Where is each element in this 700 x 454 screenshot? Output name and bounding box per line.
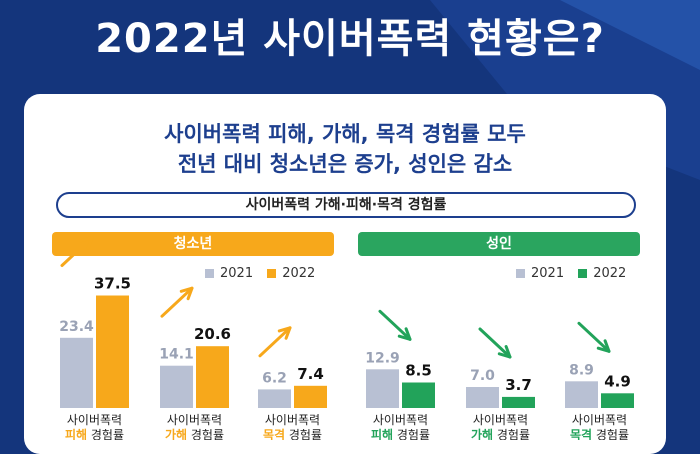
category-label-top: 사이버폭력 xyxy=(265,413,320,427)
category-label-accent: 목격 xyxy=(570,427,592,440)
category-label-rest: 경험률 xyxy=(285,428,322,440)
headline-line-2: 전년 대비 청소년은 증가, 성인은 감소 xyxy=(177,152,513,176)
data-label-2021: 7.0 xyxy=(470,368,495,384)
category-label-accent: 피해 xyxy=(65,427,87,440)
category-label-rest: 경험률 xyxy=(393,428,430,440)
bar-2021 xyxy=(160,365,193,408)
data-label-2022: 37.5 xyxy=(94,275,131,293)
category-label-accent: 피해 xyxy=(371,427,393,440)
category-label-accent: 가해 xyxy=(471,427,493,440)
category-label-top: 사이버폭력 xyxy=(473,413,528,427)
category-label-rest: 경험률 xyxy=(493,428,530,440)
category-label-top: 사이버폭력 xyxy=(67,413,122,427)
chart-subtitle: 사이버폭력 가해·피해·목격 경험률 xyxy=(56,192,636,218)
legend-adult: 2021 2022 xyxy=(506,266,626,281)
trend-arrowhead-icon xyxy=(79,236,94,250)
data-label-2021: 23.4 xyxy=(59,319,94,335)
legend-swatch-2022 xyxy=(578,269,588,278)
bar-2022 xyxy=(294,385,327,408)
category-label-top: 사이버폭력 xyxy=(167,413,222,427)
category-label-bottom: 피해 경험률 xyxy=(65,427,124,440)
category-label-rest: 경험률 xyxy=(592,428,629,440)
category-label-top: 사이버폭력 xyxy=(572,413,627,427)
category-label-bottom: 피해 경험률 xyxy=(371,427,430,440)
legend-swatch-2022 xyxy=(267,269,277,278)
legend-label-2022: 2022 xyxy=(593,266,627,281)
bar-2021 xyxy=(60,337,93,408)
category-label-bottom: 목격 경험률 xyxy=(570,427,629,440)
data-label-2021: 14.1 xyxy=(159,347,194,363)
group-header-teen: 청소년 xyxy=(52,232,334,256)
trend-arrowhead-icon xyxy=(179,286,194,301)
content-card xyxy=(24,94,666,454)
trend-arrow-down-icon xyxy=(478,327,512,359)
data-label-2022: 8.5 xyxy=(405,362,432,380)
page-title: 2022년 사이버폭력 현황은? xyxy=(95,16,605,62)
category-label-bottom: 가해 경험률 xyxy=(471,427,530,440)
bar-2021 xyxy=(466,387,499,408)
data-label-2022: 20.6 xyxy=(194,325,231,343)
legend-label-2021: 2021 xyxy=(220,266,254,281)
legend-label-2022: 2022 xyxy=(282,266,316,281)
bar-2022 xyxy=(402,382,435,408)
data-label-2021: 12.9 xyxy=(365,350,400,366)
bar-2021 xyxy=(565,381,598,408)
bar-2022 xyxy=(502,396,535,408)
legend-label-2021: 2021 xyxy=(531,266,565,281)
data-label-2022: 4.9 xyxy=(604,372,631,390)
category-label-rest: 경험률 xyxy=(87,428,124,440)
legend-swatch-2021 xyxy=(205,269,214,278)
category-label-bottom: 가해 경험률 xyxy=(165,427,224,440)
category-label-accent: 목격 xyxy=(263,427,285,440)
group-header-adult: 성인 xyxy=(358,232,640,256)
bar-2022 xyxy=(196,346,229,408)
trend-arrow-down-icon xyxy=(577,321,611,353)
legend-swatch-2021 xyxy=(516,269,525,278)
bar-2022 xyxy=(96,295,129,408)
headline-line-1: 사이버폭력 피해, 가해, 목격 경험률 모두 xyxy=(164,122,526,146)
data-label-2021: 6.2 xyxy=(262,370,287,386)
data-label-2022: 7.4 xyxy=(297,365,324,383)
legend-teen: 2021 2022 xyxy=(195,266,315,281)
trend-arrowhead-icon xyxy=(397,327,412,341)
data-label-2022: 3.7 xyxy=(505,376,532,394)
trend-arrow-down-icon xyxy=(378,309,412,341)
bar-2021 xyxy=(366,369,399,408)
data-label-2021: 8.9 xyxy=(569,362,594,378)
category-label-top: 사이버폭력 xyxy=(373,413,428,427)
trend-arrow-up-icon xyxy=(60,236,94,267)
category-label-accent: 가해 xyxy=(165,427,187,440)
trend-arrowhead-icon xyxy=(497,345,512,359)
bar-2022 xyxy=(601,393,634,408)
trend-arrowhead-icon xyxy=(277,326,292,340)
category-label-bottom: 목격 경험률 xyxy=(263,427,322,440)
trend-arrowhead-icon xyxy=(596,339,611,353)
trend-arrow-up-icon xyxy=(160,286,194,318)
trend-arrow-up-icon xyxy=(258,326,292,358)
bar-2021 xyxy=(258,389,291,408)
category-label-rest: 경험률 xyxy=(187,428,224,440)
